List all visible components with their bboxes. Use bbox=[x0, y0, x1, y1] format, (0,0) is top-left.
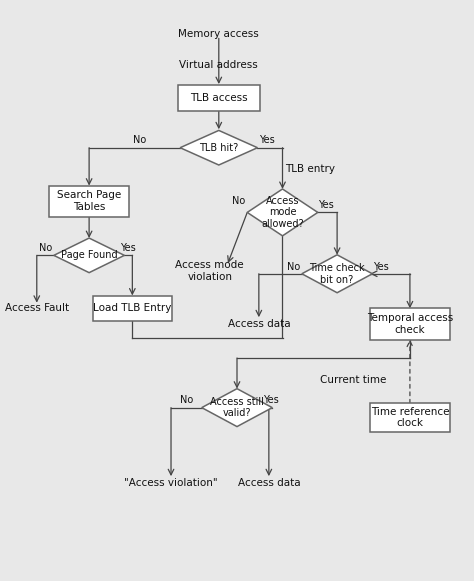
Text: Access Fault: Access Fault bbox=[5, 303, 69, 313]
Text: TLB hit?: TLB hit? bbox=[199, 143, 238, 153]
Text: Yes: Yes bbox=[318, 200, 334, 210]
Text: No: No bbox=[232, 196, 246, 206]
FancyBboxPatch shape bbox=[49, 186, 129, 217]
Text: Access data: Access data bbox=[228, 319, 290, 329]
Text: Access
mode
allowed?: Access mode allowed? bbox=[261, 196, 304, 229]
Text: No: No bbox=[180, 396, 193, 406]
Text: Access data: Access data bbox=[237, 478, 300, 488]
Polygon shape bbox=[180, 130, 257, 165]
Text: Current time: Current time bbox=[320, 375, 386, 385]
Text: Yes: Yes bbox=[263, 396, 278, 406]
Text: "Access violation": "Access violation" bbox=[124, 478, 218, 488]
FancyBboxPatch shape bbox=[178, 85, 260, 112]
Text: Time check
bit on?: Time check bit on? bbox=[310, 263, 365, 285]
Text: Search Page
Tables: Search Page Tables bbox=[57, 191, 121, 212]
Text: Temporal access
check: Temporal access check bbox=[367, 313, 453, 335]
Text: Virtual address: Virtual address bbox=[180, 60, 258, 70]
Text: Yes: Yes bbox=[120, 243, 136, 253]
Text: Access mode
violation: Access mode violation bbox=[175, 260, 244, 282]
Text: No: No bbox=[133, 135, 146, 145]
Text: Page Found: Page Found bbox=[61, 250, 118, 260]
Text: No: No bbox=[39, 243, 52, 253]
Text: TLB access: TLB access bbox=[190, 93, 247, 103]
Text: Access still
valid?: Access still valid? bbox=[210, 397, 264, 418]
FancyBboxPatch shape bbox=[370, 403, 450, 432]
Polygon shape bbox=[302, 255, 373, 293]
Text: No: No bbox=[287, 261, 300, 271]
Text: TLB entry: TLB entry bbox=[285, 164, 335, 174]
Polygon shape bbox=[54, 238, 124, 272]
FancyBboxPatch shape bbox=[92, 296, 172, 321]
Text: Yes: Yes bbox=[373, 261, 388, 271]
Text: Time reference
clock: Time reference clock bbox=[371, 407, 449, 428]
FancyBboxPatch shape bbox=[370, 309, 450, 339]
Polygon shape bbox=[202, 389, 272, 426]
Text: Yes: Yes bbox=[259, 135, 274, 145]
Text: Memory access: Memory access bbox=[178, 29, 259, 39]
Text: Load TLB Entry: Load TLB Entry bbox=[93, 303, 172, 313]
Polygon shape bbox=[247, 189, 318, 236]
